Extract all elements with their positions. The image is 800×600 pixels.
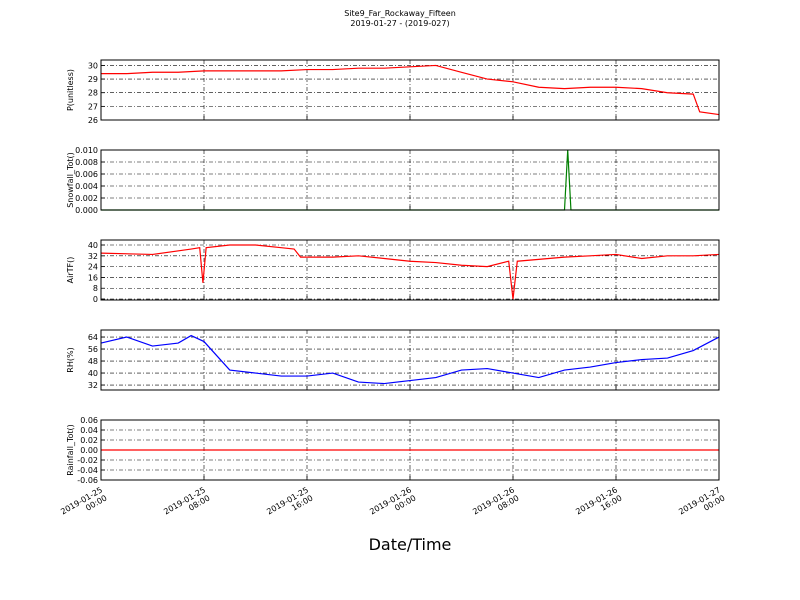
y-tick-label: 0.000: [75, 206, 98, 215]
x-tick-label: 2019-01-2600:00: [368, 485, 417, 524]
y-tick-label: 32: [88, 381, 98, 390]
y-tick-label: 28: [88, 89, 98, 98]
y-tick-label: 16: [88, 273, 98, 282]
y-tick-label: 0.002: [75, 194, 98, 203]
y-tick-label: 32: [88, 252, 98, 261]
y-tick-label: 0.06: [80, 416, 98, 425]
y-tick-label: 48: [88, 357, 98, 366]
y-tick-label: 0.008: [75, 158, 98, 167]
y-tick-label: 56: [88, 345, 98, 354]
y-tick-label: -0.04: [77, 466, 98, 475]
figure-title: Site9_Far_Rockaway_Fifteen: [344, 9, 456, 18]
y-tick-label: 0.04: [80, 426, 98, 435]
axes-frame: [100, 419, 720, 481]
x-tick-label: 2019-01-2500:00: [59, 485, 108, 524]
y-axis-label: P(unitless): [66, 69, 75, 111]
data-line: [101, 64, 720, 116]
y-tick-label: -0.02: [77, 456, 98, 465]
y-tick-label: 27: [88, 102, 98, 111]
y-tick-label: 0.006: [75, 170, 98, 179]
x-tick-label: 2019-01-2608:00: [471, 485, 520, 524]
x-tick-label: 2019-01-2508:00: [162, 485, 211, 524]
y-tick-label: 0.010: [75, 146, 98, 155]
y-tick-label: 0: [93, 295, 98, 304]
y-axis-label: AirTF(): [66, 257, 75, 284]
y-axis-label: RH(%): [66, 347, 75, 372]
x-axis-label: Date/Time: [369, 535, 452, 554]
y-tick-label: 40: [88, 241, 98, 250]
y-tick-label: 40: [88, 369, 98, 378]
axes-frame: [100, 59, 720, 121]
x-tick-label: 2019-01-2700:00: [677, 485, 726, 524]
y-tick-label: -0.06: [77, 476, 98, 485]
x-tick-label: 2019-01-2616:00: [574, 485, 623, 524]
y-tick-label: 24: [88, 263, 98, 272]
y-tick-label: 8: [93, 284, 98, 293]
y-tick-label: 29: [88, 75, 98, 84]
axes-frame: [100, 149, 720, 211]
x-tick-label: 2019-01-2516:00: [265, 485, 314, 524]
figure-subtitle: 2019-01-27 - (2019-027): [350, 19, 449, 28]
y-axis-label: Snowfall_Tot(): [66, 152, 75, 208]
data-line: [100, 334, 720, 385]
y-tick-label: 0.004: [75, 182, 98, 191]
y-tick-label: 64: [88, 333, 98, 342]
y-tick-label: 26: [88, 116, 98, 125]
axes-frame: [100, 329, 720, 391]
y-tick-label: 30: [88, 61, 98, 70]
data-line: [100, 244, 720, 300]
axes-frame: [100, 239, 720, 301]
y-axis-label: Rainfall_Tot(): [66, 424, 75, 476]
y-tick-label: 0.02: [80, 436, 98, 445]
y-tick-label: 0.00: [80, 446, 98, 455]
